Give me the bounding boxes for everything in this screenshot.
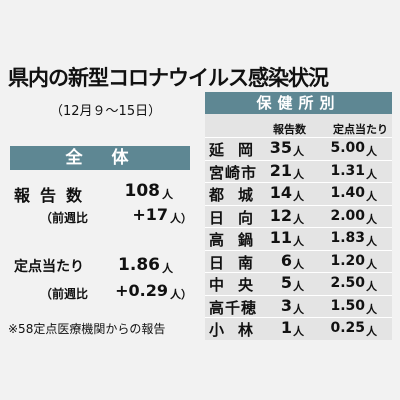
office-count-unit: 人 [293,190,304,203]
office-count-unit: 人 [293,280,304,293]
overall-value: +0.29 [115,281,168,300]
office-count-unit: 人 [293,235,304,248]
office-per-unit: 人 [366,302,377,316]
office-count: 35 [269,138,292,157]
office-row: 日南 6 人 1.20 人 [205,249,392,273]
office-per: 1.40 [330,185,365,201]
overall-label: （前週比 [40,287,89,301]
office-count: 14 [269,183,292,202]
office-per: 0.25 [330,320,365,336]
office-row: 延岡 35 人 5.00 人 [205,137,392,160]
office-row: 中央 5 人 2.50 人 [205,272,392,295]
office-count-unit: 人 [293,325,304,338]
period: （12月９〜15日） [50,104,162,119]
office-per: 5.00 [330,140,365,156]
overall-unit: 人） [170,288,192,301]
office-row: 高千穂 3 人 1.50 人 [205,294,392,318]
office-count: 3 [280,295,292,315]
office-name: 宮崎市 [209,163,258,182]
office-count-unit: 人 [293,212,304,226]
office-per: 1.31 [330,162,365,179]
overall-unit: 人 [162,188,173,201]
office-per-unit: 人 [366,145,377,158]
office-name: 延岡 [209,141,268,159]
office-per: 2.50 [330,275,365,291]
office-per-unit: 人 [366,257,377,271]
overall-value: 1.86 [118,255,160,275]
title: 県内の新型コロナウイルス感染状況 [8,66,329,90]
overall-unit: 人） [170,212,192,225]
overall-value: 108 [124,181,161,201]
office-header: 保健所別 [205,92,392,114]
office-count: 11 [269,228,292,247]
office-name: 小林 [209,321,268,339]
column-header: 定点当たり [333,123,388,136]
overall-label: （前週比 [40,211,89,225]
office-count: 1 [280,318,292,337]
office-row: 宮崎市 21 人 1.31 人 [205,159,392,183]
office-count: 12 [269,205,292,225]
office-count: 6 [280,250,292,270]
office-row: 高鍋 11 人 1.83 人 [205,227,392,250]
office-per-unit: 人 [366,167,377,181]
office-name: 中央 [209,276,268,294]
office-count-unit: 人 [293,145,304,158]
column-header: 報告数 [273,123,306,136]
office-name: 高千穂 [209,298,258,317]
office-count-unit: 人 [293,257,304,271]
overall-header: 全 体 [10,146,190,170]
overall-label: 報告数 [14,186,93,205]
office-count: 21 [269,160,292,180]
note: ※58定点医療機関からの報告 [8,322,166,336]
office-per-unit: 人 [366,235,377,248]
office-row: 都城 14 人 1.40 人 [205,182,392,205]
office-per: 1.20 [330,252,365,269]
office-per: 1.50 [330,297,365,314]
office-count-unit: 人 [293,302,304,316]
office-name: 日向 [209,208,268,227]
office-name: 都城 [209,186,268,204]
office-per-unit: 人 [366,325,377,338]
overall-unit: 人 [162,262,173,275]
office-count: 5 [280,273,292,292]
office-per-unit: 人 [366,212,377,226]
office-row: 小林 1 人 0.25 人 [205,317,392,340]
office-per-unit: 人 [366,280,377,293]
office-per: 1.83 [330,230,365,246]
office-table: 保健所別 報告数 定点当たり 延岡 35 人 5.00 人宮崎市 21 人 1.31 人都城 14… [205,92,392,340]
office-row: 日向 12 人 2.00 人 [205,204,392,228]
office-per: 2.00 [330,207,365,224]
overall-label: 定点当たり [14,259,84,275]
overall-value: +17 [132,205,168,224]
office-per-unit: 人 [366,190,377,203]
office-name: 日南 [209,253,268,272]
office-name: 高鍋 [209,231,268,249]
office-count-unit: 人 [293,167,304,181]
